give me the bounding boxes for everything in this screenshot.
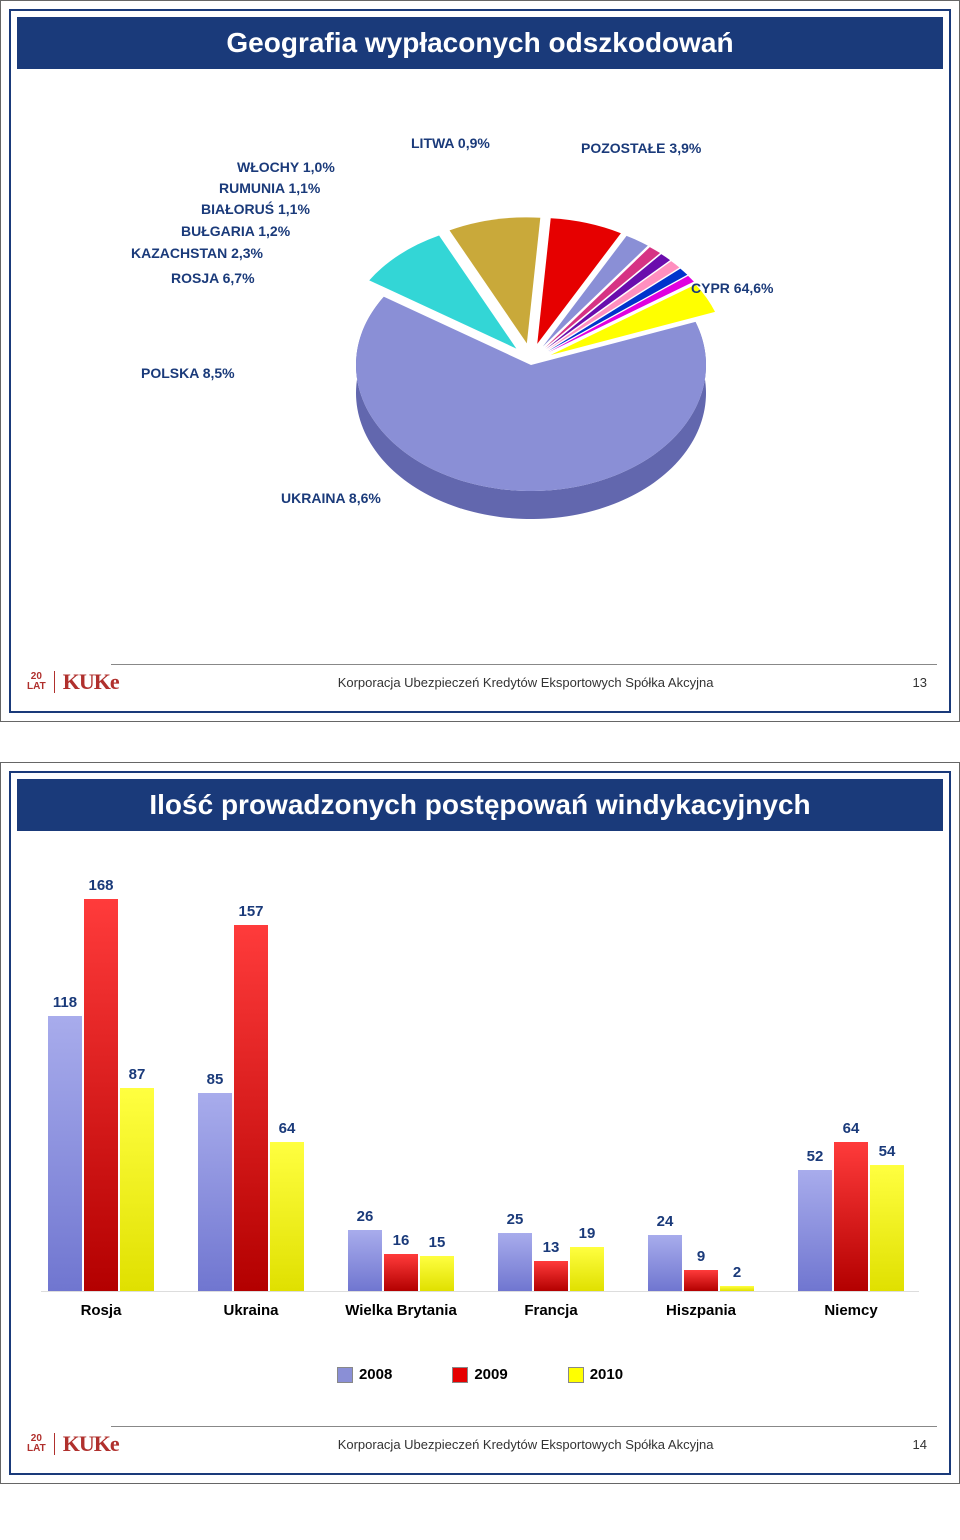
logo-block: 20 LAT KUKe [27, 669, 119, 695]
bar-value-label: 2 [720, 1264, 754, 1281]
bar-group: 8515764 [191, 925, 311, 1291]
slide-1-inner: Geografia wypłaconych odszkodowań CYPR 6… [9, 9, 951, 713]
bar: 19 [570, 1247, 604, 1291]
slide-1-footer: 20 LAT KUKe Korporacja Ubezpieczeń Kredy… [11, 664, 949, 695]
slide-2: Ilość prowadzonych postępowań windykacyj… [0, 762, 960, 1484]
bar-value-label: 16 [384, 1232, 418, 1249]
xaxis-label: Francja [491, 1302, 611, 1319]
legend-item: 2009 [452, 1366, 507, 1383]
bar-chart-legend: 2008 2009 2010 [11, 1366, 949, 1383]
pie-label: CYPR 64,6% [691, 280, 773, 296]
bar: 157 [234, 925, 268, 1291]
bar: 25 [498, 1233, 532, 1291]
bar-value-label: 64 [270, 1120, 304, 1137]
slide-2-footer: 20 LAT KUKe Korporacja Ubezpieczeń Kredy… [11, 1426, 949, 1457]
bar-value-label: 9 [684, 1248, 718, 1265]
footer-text: Korporacja Ubezpieczeń Kredytów Eksporto… [139, 675, 913, 690]
pie-label: POLSKA 8,5% [141, 365, 235, 381]
bar: 26 [348, 1230, 382, 1291]
bar-group: 261615 [341, 1230, 461, 1291]
xaxis-label: Niemcy [791, 1302, 911, 1319]
bar-value-label: 19 [570, 1225, 604, 1242]
logo-lat: LAT [27, 682, 46, 692]
slide-1: Geografia wypłaconych odszkodowań CYPR 6… [0, 0, 960, 722]
bar-group: 11816887 [41, 899, 161, 1291]
bar-group: 251319 [491, 1233, 611, 1291]
logo-divider [54, 1433, 55, 1455]
bar: 168 [84, 899, 118, 1291]
bar-value-label: 157 [234, 903, 268, 920]
legend-swatch-icon [337, 1367, 353, 1383]
bar: 87 [120, 1088, 154, 1291]
legend-item: 2010 [568, 1366, 623, 1383]
bar-value-label: 26 [348, 1208, 382, 1225]
pie-label: RUMUNIA 1,1% [219, 180, 320, 196]
bar-chart-wrapper: 1181688785157642616152513192492526454 Ro… [11, 871, 949, 1391]
logo-20lat: 20 LAT [27, 672, 46, 692]
xaxis-label: Ukraina [191, 1302, 311, 1319]
pie-label: WŁOCHY 1,0% [237, 159, 335, 175]
kuke-logo: KUKe [63, 669, 119, 695]
bar: 15 [420, 1256, 454, 1291]
bar-value-label: 13 [534, 1239, 568, 1256]
bar-value-label: 25 [498, 1211, 532, 1228]
legend-item: 2008 [337, 1366, 392, 1383]
bar: 24 [648, 1235, 682, 1291]
logo-lat: LAT [27, 1444, 46, 1454]
bar: 85 [198, 1093, 232, 1291]
bar-value-label: 85 [198, 1071, 232, 1088]
slide-2-title: Ilość prowadzonych postępowań windykacyj… [17, 779, 943, 831]
page-number: 14 [913, 1437, 927, 1452]
pie-label: ROSJA 6,7% [171, 270, 255, 286]
bar-value-label: 52 [798, 1148, 832, 1165]
pie-label: BIAŁORUŚ 1,1% [201, 201, 310, 217]
bar-value-label: 64 [834, 1120, 868, 1137]
xaxis-label: Wielka Brytania [341, 1302, 461, 1319]
legend-label: 2008 [359, 1366, 392, 1383]
grouped-bar-chart: 1181688785157642616152513192492526454 [41, 871, 919, 1292]
legend-label: 2009 [474, 1366, 507, 1383]
bar: 9 [684, 1270, 718, 1291]
bar-value-label: 87 [120, 1066, 154, 1083]
xaxis-label: Rosja [41, 1302, 161, 1319]
bar-value-label: 54 [870, 1143, 904, 1160]
footer-rule [111, 664, 937, 665]
bar: 13 [534, 1261, 568, 1291]
footer-rule [111, 1426, 937, 1427]
bar-group: 2492 [641, 1235, 761, 1291]
bar-group: 526454 [791, 1142, 911, 1291]
pie-label: KAZACHSTAN 2,3% [131, 245, 263, 261]
logo-20lat: 20 LAT [27, 1434, 46, 1454]
bar: 54 [870, 1165, 904, 1291]
pie-label: POZOSTAŁE 3,9% [581, 140, 701, 156]
bar: 52 [798, 1170, 832, 1291]
pie-label: LITWA 0,9% [411, 135, 490, 151]
xaxis-label: Hiszpania [641, 1302, 761, 1319]
bar: 64 [270, 1142, 304, 1291]
bar-value-label: 118 [48, 994, 82, 1011]
bar: 118 [48, 1016, 82, 1291]
slide-2-inner: Ilość prowadzonych postępowań windykacyj… [9, 771, 951, 1475]
footer-text: Korporacja Ubezpieczeń Kredytów Eksporto… [139, 1437, 913, 1452]
bar: 64 [834, 1142, 868, 1291]
slide-1-title: Geografia wypłaconych odszkodowań [17, 17, 943, 69]
kuke-logo: KUKe [63, 1431, 119, 1457]
page-number: 13 [913, 675, 927, 690]
pie-label: BUŁGARIA 1,2% [181, 223, 290, 239]
logo-block: 20 LAT KUKe [27, 1431, 119, 1457]
legend-swatch-icon [452, 1367, 468, 1383]
pie-chart-area: CYPR 64,6% UKRAINA 8,6% POLSKA 8,5% ROSJA 6… [11, 75, 949, 605]
logo-divider [54, 671, 55, 693]
bar: 16 [384, 1254, 418, 1291]
bar: 2 [720, 1286, 754, 1291]
bar-value-label: 168 [84, 877, 118, 894]
pie-chart-svg [11, 75, 931, 605]
bar-value-label: 15 [420, 1234, 454, 1251]
bar-chart-xaxis: Rosja Ukraina Wielka Brytania Francja Hiszpa… [41, 1302, 919, 1326]
legend-swatch-icon [568, 1367, 584, 1383]
legend-label: 2010 [590, 1366, 623, 1383]
bar-value-label: 24 [648, 1213, 682, 1230]
pie-label: UKRAINA 8,6% [281, 490, 381, 506]
